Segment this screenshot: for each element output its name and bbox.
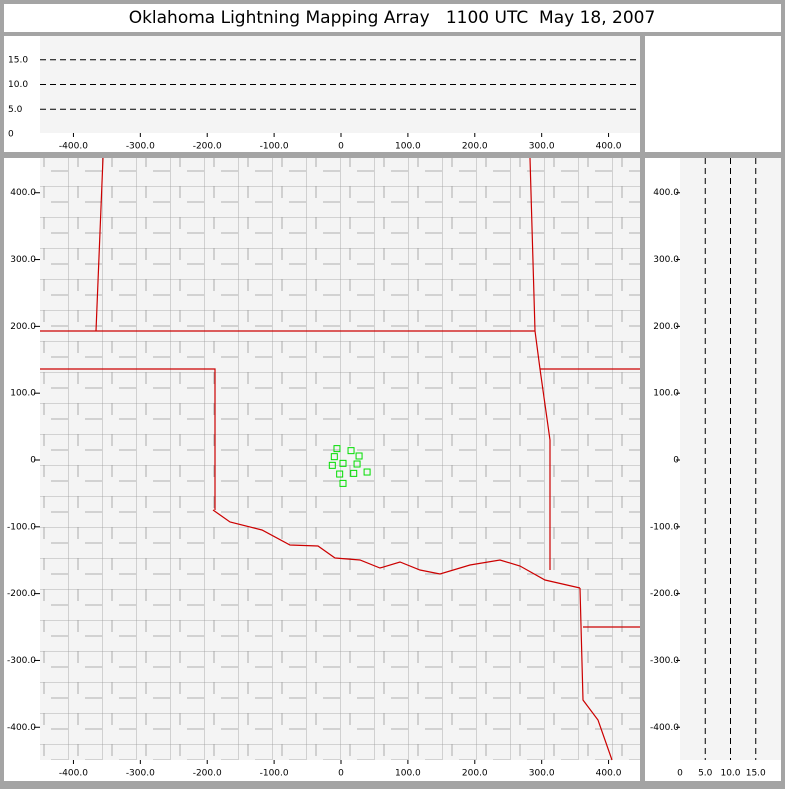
z-tick-label: 5.0	[8, 105, 23, 115]
lightning-source	[328, 461, 336, 469]
y-tick-label: -400.0	[650, 723, 679, 733]
y-tick-label: 300.0	[653, 255, 679, 265]
y-tick-label: 400.0	[10, 188, 36, 198]
county-lines	[40, 158, 640, 760]
x-tick-label: -200.0	[193, 142, 222, 152]
y-tick-label: -100.0	[650, 522, 679, 532]
x-tick-label: -300.0	[126, 142, 155, 152]
z-tick-label: 10.0	[8, 80, 28, 90]
y-tick-label: 400.0	[653, 188, 679, 198]
z-tick-label: 15.0	[8, 55, 28, 65]
lightning-source	[355, 452, 363, 460]
x-tick-label: 100.0	[395, 769, 421, 779]
state-borders	[40, 157, 640, 761]
y-tick-label: 300.0	[10, 255, 36, 265]
y-tick-label: -100.0	[7, 522, 36, 532]
x-tick-label: 300.0	[529, 142, 555, 152]
lightning-source	[336, 470, 344, 478]
z-tick-label: 10.0	[720, 769, 740, 779]
y-tick-label: 200.0	[10, 322, 36, 332]
lightning-source	[347, 447, 355, 455]
z-tick-label: 15.0	[746, 769, 766, 779]
lightning-source	[339, 479, 347, 487]
y-tick-label: -300.0	[7, 656, 36, 666]
x-tick-label: 0	[338, 769, 344, 779]
z-tick-label: 0	[8, 130, 14, 140]
title: Oklahoma Lightning Mapping Array 1100 UT…	[129, 8, 656, 28]
x-tick-label: 100.0	[395, 142, 421, 152]
x-tick-label: 200.0	[462, 769, 488, 779]
y-tick-label: -400.0	[7, 723, 36, 733]
y-tick-label: -300.0	[650, 656, 679, 666]
x-tick-label: 300.0	[529, 769, 555, 779]
x-tick-label: 400.0	[596, 142, 622, 152]
y-tick-label: 100.0	[10, 389, 36, 399]
title-bar	[4, 4, 781, 32]
dynamic-layer: -400.0 -300.0 -200.0 -100.0 0 100.0 200.0 300.0…	[7, 55, 766, 778]
x-tick-label: 200.0	[462, 142, 488, 152]
x-tick-label: -200.0	[193, 769, 222, 779]
y-tick-label: 0	[30, 456, 36, 466]
y-tick-label: 200.0	[653, 322, 679, 332]
lightning-source	[353, 460, 361, 468]
lightning-source	[339, 459, 347, 467]
x-tick-label: 0	[338, 142, 344, 152]
corner-panel	[645, 36, 781, 152]
lightning-source	[330, 453, 338, 461]
lightning-source	[350, 469, 358, 477]
y-tick-label: -200.0	[7, 589, 36, 599]
y-tick-label: -200.0	[650, 589, 679, 599]
lightning-source	[333, 445, 341, 453]
z-tick-label: 0	[677, 769, 683, 779]
x-tick-label: -100.0	[260, 769, 289, 779]
lightning-source	[363, 468, 371, 476]
y-tick-label: 100.0	[653, 389, 679, 399]
x-tick-label: -400.0	[59, 769, 88, 779]
z-tick-label: 5.0	[698, 769, 713, 779]
y-tick-label: 0	[673, 456, 679, 466]
x-tick-label: -400.0	[59, 142, 88, 152]
x-tick-label: 400.0	[596, 769, 622, 779]
x-tick-label: -300.0	[126, 769, 155, 779]
x-tick-label: -100.0	[260, 142, 289, 152]
